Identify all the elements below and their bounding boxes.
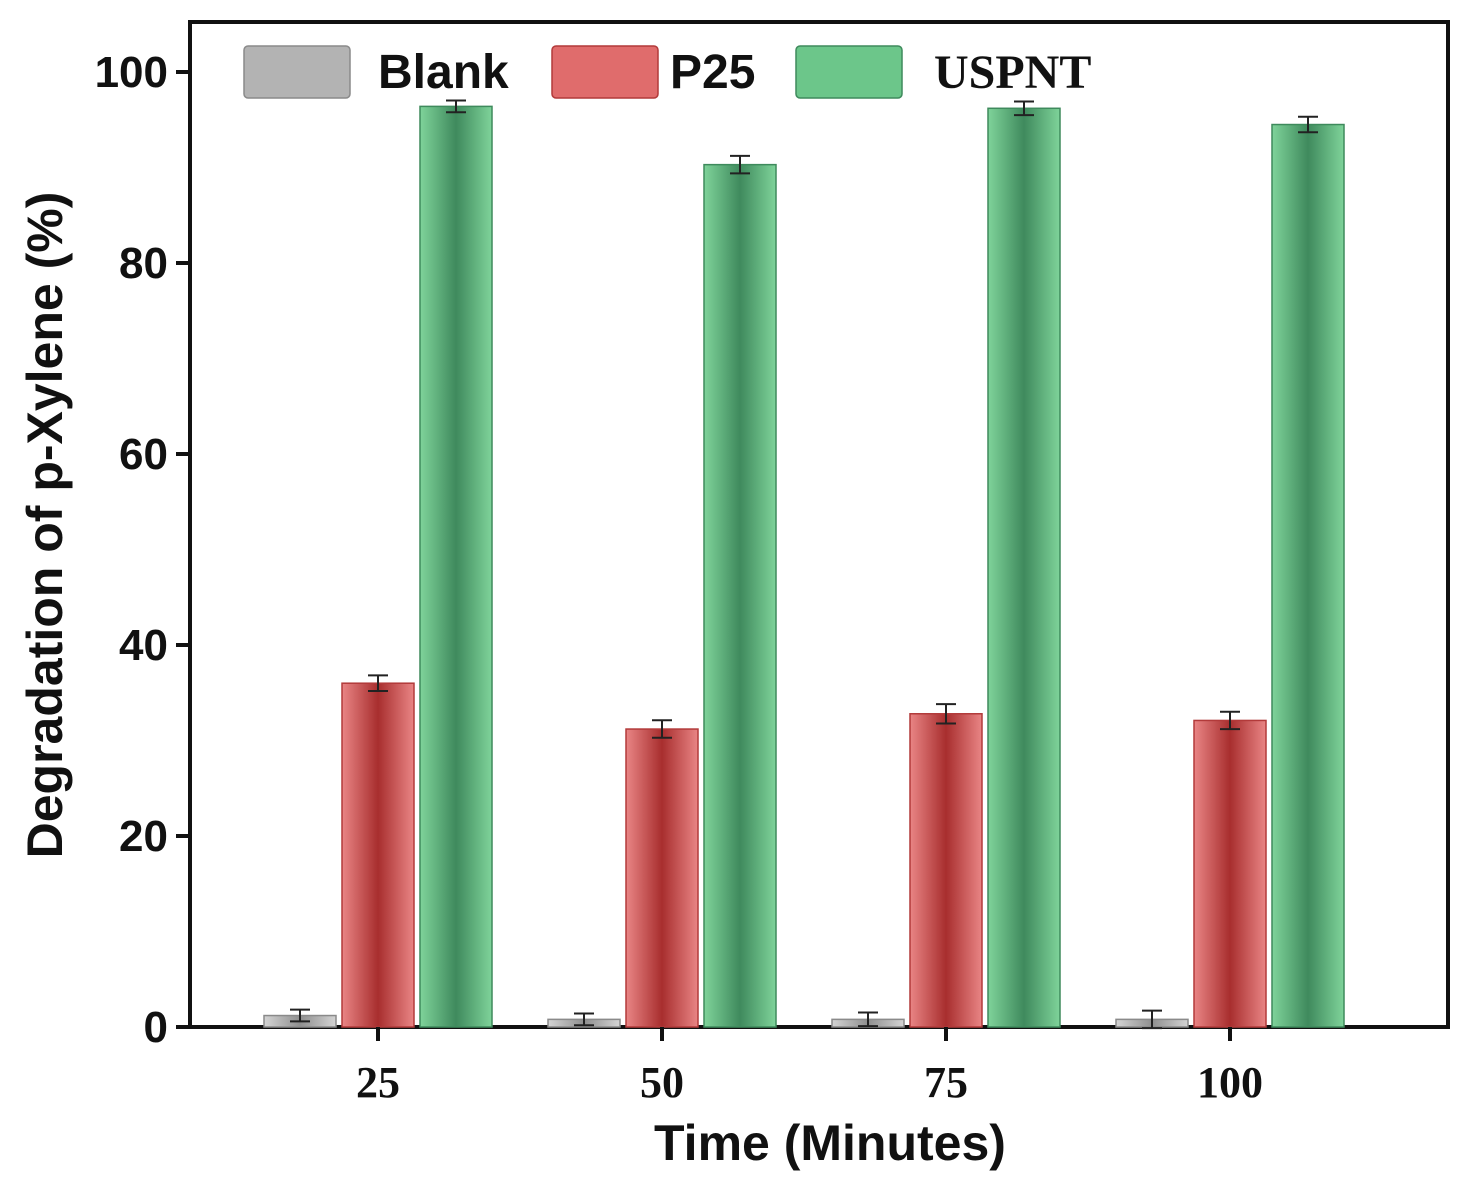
legend-item-uspnt: USPNT (795, 45, 1091, 99)
legend-swatch (795, 45, 903, 99)
y-axis-title: Degradation of p-Xylene (%) (17, 192, 73, 859)
error-bar-blank-25 (290, 1008, 310, 1023)
x-tick-label: 25 (356, 1058, 400, 1107)
legend-swatch (243, 45, 351, 99)
x-tick-label: 100 (1197, 1058, 1263, 1107)
error-bar-uspnt-75 (1014, 100, 1034, 117)
legend-item-blank: Blank (243, 45, 509, 99)
y-axis-ticks: 0 20 40 60 80 100 (95, 48, 190, 1052)
bar-p25-75 (909, 713, 983, 1028)
legend-swatch (551, 45, 659, 99)
x-axis-title: Time (Minutes) (654, 1115, 1006, 1171)
legend: Blank P25 USPNT (243, 45, 1091, 99)
bar-uspnt-100 (1271, 123, 1345, 1028)
bar-uspnt-50 (703, 163, 777, 1028)
legend-label: P25 (670, 46, 755, 99)
error-bar-uspnt-100 (1298, 115, 1318, 134)
y-tick-label: 0 (144, 1003, 168, 1052)
error-bar-blank-100 (1142, 1009, 1162, 1030)
error-bar-p25-25 (368, 674, 388, 692)
bar-p25-50 (625, 728, 699, 1028)
error-bar-blank-50 (574, 1012, 594, 1027)
error-bars-group (290, 99, 1318, 1030)
legend-label: Blank (378, 46, 509, 99)
error-bar-blank-75 (858, 1011, 878, 1028)
x-axis-ticks: 25 50 75 100 (356, 1027, 1263, 1107)
y-tick-label: 40 (119, 621, 168, 670)
bar-p25-100 (1193, 719, 1267, 1028)
error-bar-p25-50 (652, 719, 672, 739)
legend-label: USPNT (934, 46, 1091, 99)
x-tick-label: 50 (640, 1058, 684, 1107)
y-tick-label: 100 (95, 48, 168, 97)
legend-item-p25: P25 (551, 45, 755, 99)
bar-uspnt-25 (419, 105, 493, 1028)
error-bar-p25-100 (1220, 710, 1240, 731)
bars-group (263, 105, 1345, 1028)
y-tick-label: 20 (119, 812, 168, 861)
error-bar-uspnt-25 (446, 99, 466, 114)
y-tick-label: 80 (119, 239, 168, 288)
error-bar-p25-75 (936, 703, 956, 725)
x-tick-label: 75 (924, 1058, 968, 1107)
bar-uspnt-75 (987, 107, 1061, 1028)
error-bar-uspnt-50 (730, 154, 750, 175)
bar-p25-25 (341, 682, 415, 1028)
y-tick-label: 60 (119, 430, 168, 479)
